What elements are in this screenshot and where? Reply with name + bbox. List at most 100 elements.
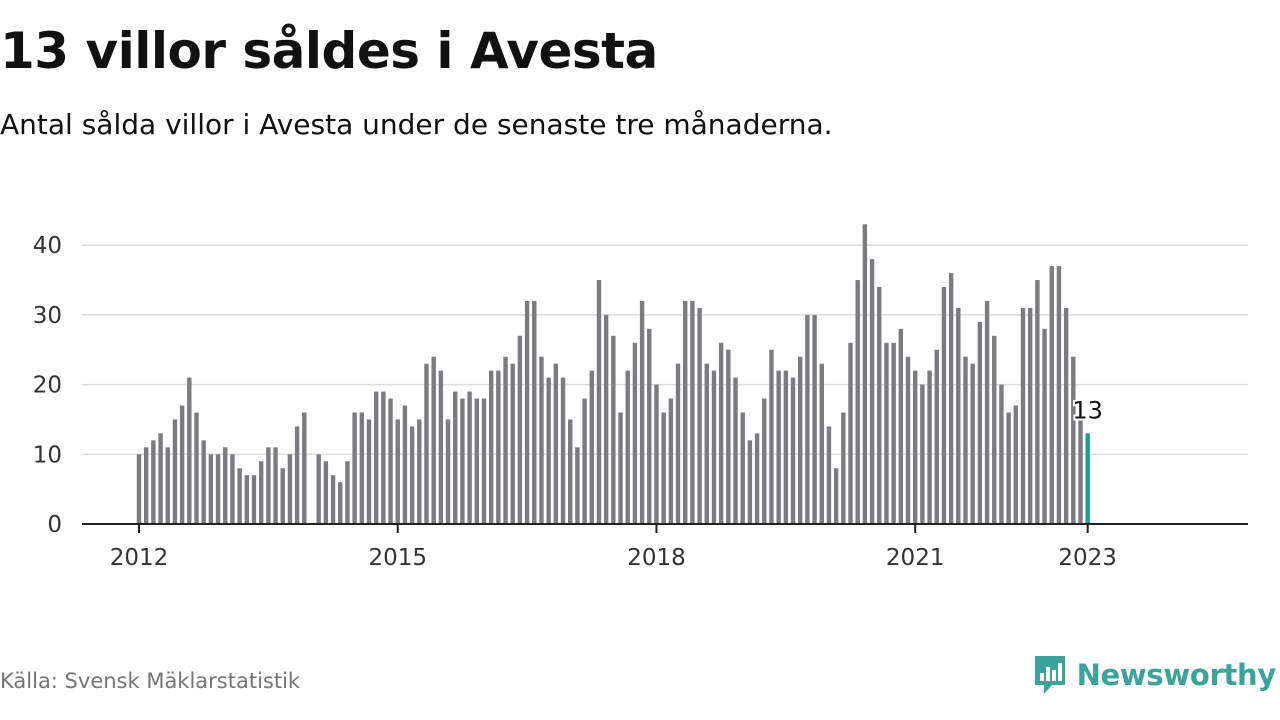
bar bbox=[596, 280, 602, 524]
bars bbox=[136, 224, 1090, 525]
bar bbox=[1042, 328, 1047, 524]
bar bbox=[373, 391, 379, 524]
bar bbox=[762, 398, 767, 524]
latest-value-label: 13 bbox=[1072, 396, 1103, 424]
bar bbox=[999, 384, 1004, 524]
bar bbox=[402, 405, 408, 524]
bar bbox=[912, 370, 918, 524]
bar bbox=[841, 412, 846, 524]
bar bbox=[1078, 419, 1083, 524]
bar bbox=[884, 342, 889, 524]
bar bbox=[733, 377, 738, 524]
bar bbox=[560, 377, 566, 524]
bar bbox=[338, 482, 343, 524]
bar bbox=[553, 363, 559, 524]
bar bbox=[783, 370, 789, 524]
bar bbox=[654, 384, 659, 524]
bar bbox=[158, 433, 163, 524]
bar bbox=[927, 370, 932, 524]
bar bbox=[812, 314, 817, 524]
bar bbox=[136, 454, 142, 524]
bar bbox=[467, 391, 472, 524]
data-labels: 13 bbox=[1070, 394, 1105, 426]
bar bbox=[330, 475, 336, 524]
bar bbox=[877, 287, 882, 524]
bar bbox=[618, 412, 623, 524]
bar bbox=[179, 405, 185, 524]
bar bbox=[546, 377, 551, 524]
brand-logo[interactable]: Newsworthy bbox=[1032, 652, 1276, 698]
bar bbox=[230, 454, 235, 524]
bar bbox=[215, 454, 221, 524]
bar bbox=[359, 412, 364, 524]
bar bbox=[862, 224, 868, 525]
bar bbox=[611, 335, 616, 524]
bar bbox=[833, 468, 839, 524]
bar bbox=[726, 349, 731, 524]
bar bbox=[948, 273, 954, 524]
chart-title: 13 villor såldes i Avesta bbox=[0, 22, 658, 80]
bar bbox=[718, 342, 724, 524]
newsworthy-logo-icon bbox=[1034, 656, 1065, 694]
bar bbox=[855, 280, 860, 524]
bar bbox=[258, 461, 264, 524]
bar bbox=[201, 440, 206, 524]
bar bbox=[632, 342, 638, 524]
x-tick-label: 2023 bbox=[1058, 545, 1117, 571]
bar bbox=[143, 447, 149, 524]
bar bbox=[517, 335, 523, 524]
bar bbox=[1049, 266, 1054, 524]
bar-latest bbox=[1085, 433, 1090, 524]
bar bbox=[251, 475, 257, 524]
bar bbox=[1006, 412, 1011, 524]
bar bbox=[280, 468, 285, 524]
bar bbox=[172, 419, 178, 524]
bar bbox=[992, 335, 997, 524]
bar bbox=[848, 342, 853, 524]
bar bbox=[747, 440, 753, 524]
bar bbox=[316, 454, 321, 524]
bar bbox=[970, 363, 975, 524]
bar-chart: 0 10 20 30 40 2012 2015 2018 2021 2023 13 bbox=[33, 224, 1248, 571]
bar bbox=[151, 440, 156, 524]
bar bbox=[287, 454, 293, 524]
bar bbox=[323, 461, 329, 524]
bar bbox=[532, 300, 537, 524]
bar bbox=[244, 475, 250, 524]
bar bbox=[1027, 307, 1033, 524]
bar bbox=[798, 356, 803, 524]
bar bbox=[575, 447, 580, 524]
bar bbox=[898, 328, 904, 524]
brand-name: Newsworthy bbox=[1076, 658, 1277, 692]
bar bbox=[381, 391, 386, 524]
bar bbox=[294, 426, 300, 524]
bar bbox=[589, 370, 594, 524]
bar bbox=[1035, 280, 1040, 524]
bar bbox=[956, 307, 961, 524]
bar bbox=[683, 300, 688, 524]
bar bbox=[675, 363, 681, 524]
bar bbox=[1063, 307, 1069, 524]
bar bbox=[941, 287, 947, 524]
bar bbox=[266, 447, 271, 524]
bar bbox=[905, 356, 911, 524]
bar bbox=[1013, 405, 1019, 524]
bar bbox=[826, 426, 832, 524]
bar bbox=[934, 349, 939, 524]
bar bbox=[582, 398, 587, 524]
y-tick-label: 0 bbox=[47, 512, 62, 538]
bar bbox=[661, 412, 666, 524]
bar bbox=[625, 370, 630, 524]
bar bbox=[1071, 356, 1076, 524]
bar bbox=[639, 300, 645, 524]
bar bbox=[539, 356, 544, 524]
bar bbox=[891, 342, 896, 524]
y-axis-ticks: 0 10 20 30 40 bbox=[33, 233, 62, 538]
bar bbox=[740, 412, 745, 524]
source-note: Källa: Svensk Mäklarstatistik bbox=[0, 669, 301, 693]
bar bbox=[869, 259, 875, 524]
bar bbox=[388, 398, 393, 524]
bar bbox=[984, 300, 990, 524]
bar bbox=[697, 307, 702, 524]
bar bbox=[237, 468, 242, 524]
